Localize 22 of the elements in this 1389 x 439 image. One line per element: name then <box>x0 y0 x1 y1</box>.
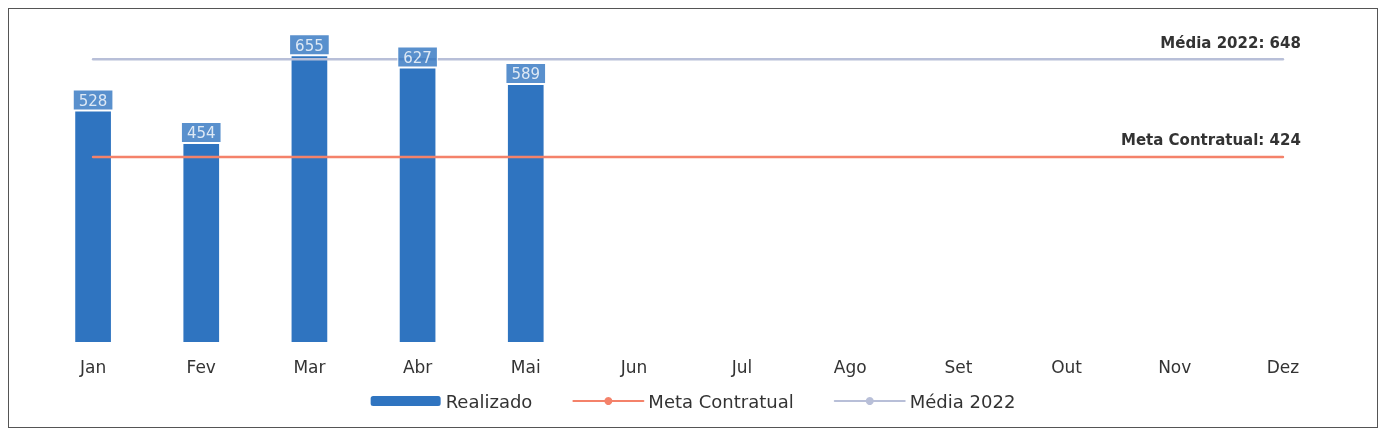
legend-label: Meta Contratual <box>648 390 794 412</box>
legend-label: Realizado <box>445 390 533 412</box>
data-label: Meta Contratual: 424 <box>1120 131 1301 150</box>
x-tick-label: Mar <box>293 356 326 377</box>
x-tick-label: Abr <box>402 356 433 377</box>
x-tick-label: Nov <box>1158 356 1192 377</box>
legend-label: Média 2022 <box>909 390 1016 412</box>
x-tick-label: Fev <box>186 356 216 377</box>
x-tick-label: Jan <box>78 356 107 377</box>
x-tick-label: Jun <box>619 356 648 377</box>
data-label: 454 <box>186 124 216 143</box>
data-label: 528 <box>78 92 108 111</box>
x-tick-label: Dez <box>1266 356 1300 377</box>
data-label: 627 <box>403 48 432 67</box>
data-label: Média 2022: 648 <box>1160 33 1301 52</box>
x-tick-label: Set <box>944 356 973 377</box>
x-tick-label: Out <box>1051 356 1083 377</box>
x-tick-label: Jul <box>730 356 753 377</box>
x-tick-label: Ago <box>833 356 867 377</box>
data-label: 655 <box>295 36 324 55</box>
x-tick-label: Mai <box>510 356 541 377</box>
data-label: 589 <box>511 65 541 84</box>
